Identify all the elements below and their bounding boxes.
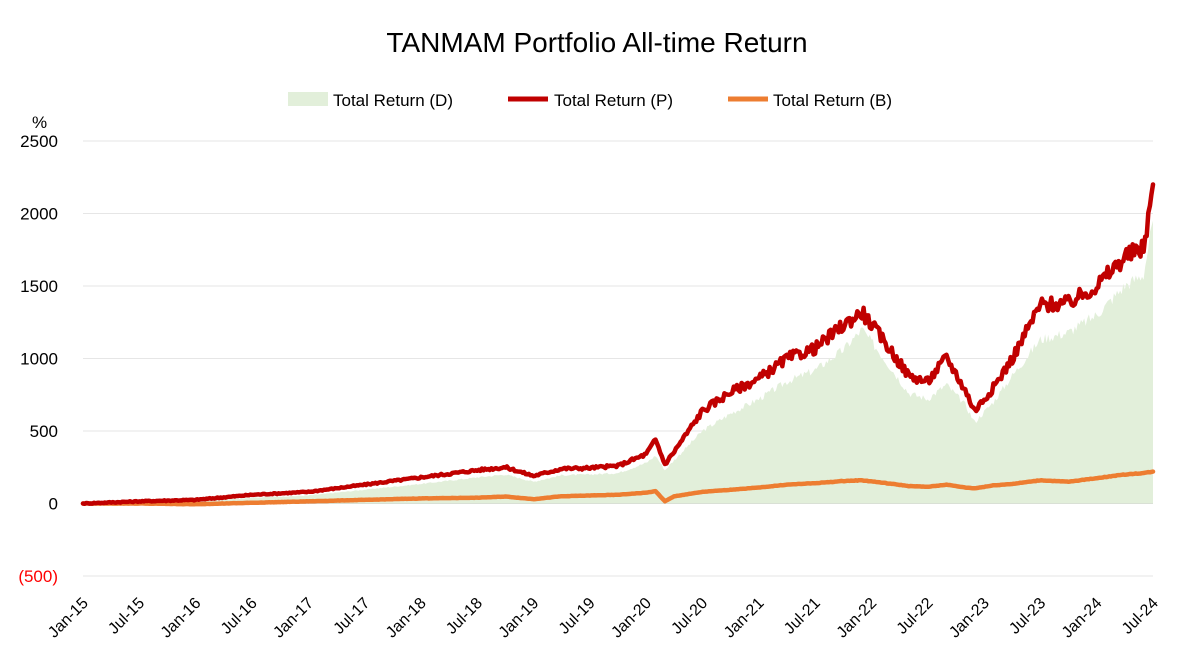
- legend: Total Return (D) Total Return (P) Total …: [288, 91, 892, 110]
- y-tick-label: (500): [18, 567, 58, 586]
- grid: [83, 140, 1153, 577]
- x-tick-label: Jan-20: [608, 595, 655, 642]
- x-tick-label: Jul-18: [443, 595, 486, 638]
- y-tick-label: 1000: [20, 350, 58, 369]
- x-tick-label: Jul-17: [331, 595, 374, 638]
- x-tick-label: Jan-22: [834, 595, 881, 642]
- series-line-b: [80, 469, 1156, 507]
- x-tick-label: Jul-22: [894, 595, 937, 638]
- legend-label-p: Total Return (P): [554, 91, 673, 110]
- x-tick-label: Jul-24: [1119, 595, 1162, 638]
- y-tick-label: 2500: [20, 132, 58, 151]
- y-tick-label: 500: [30, 422, 58, 441]
- y-axis-ticks: 2500 2000 1500 1000 500 0 (500): [18, 132, 58, 586]
- x-tick-label: Jul-23: [1006, 595, 1049, 638]
- series-area-d: [83, 220, 1153, 504]
- y-axis-unit: %: [32, 113, 47, 132]
- chart-title: TANMAM Portfolio All-time Return: [386, 27, 807, 58]
- y-tick-label: 1500: [20, 277, 58, 296]
- x-tick-label: Jan-15: [45, 595, 92, 642]
- x-tick-label: Jul-20: [668, 595, 711, 638]
- x-tick-label: Jan-24: [1059, 595, 1106, 642]
- plot-area: [80, 182, 1156, 507]
- x-axis-ticks: Jan-15 Jul-15 Jan-16 Jul-16 Jan-17 Jul-17 Jan-…: [45, 595, 1162, 642]
- y-tick-label: 0: [49, 495, 58, 514]
- x-tick-label: Jan-23: [946, 595, 993, 642]
- x-tick-label: Jul-15: [105, 595, 148, 638]
- x-tick-label: Jan-19: [496, 595, 543, 642]
- legend-label-b: Total Return (B): [773, 91, 892, 110]
- series-line-p: [80, 182, 1156, 507]
- x-tick-label: Jan-21: [721, 595, 768, 642]
- legend-label-d: Total Return (D): [333, 91, 453, 110]
- x-tick-label: Jul-16: [218, 595, 261, 638]
- x-tick-label: Jan-16: [158, 595, 205, 642]
- x-tick-label: Jul-19: [556, 595, 599, 638]
- y-tick-label: 2000: [20, 205, 58, 224]
- x-tick-label: Jan-17: [270, 595, 317, 642]
- x-tick-label: Jan-18: [383, 595, 430, 642]
- legend-swatch-d: [288, 92, 328, 106]
- x-tick-label: Jul-21: [781, 595, 824, 638]
